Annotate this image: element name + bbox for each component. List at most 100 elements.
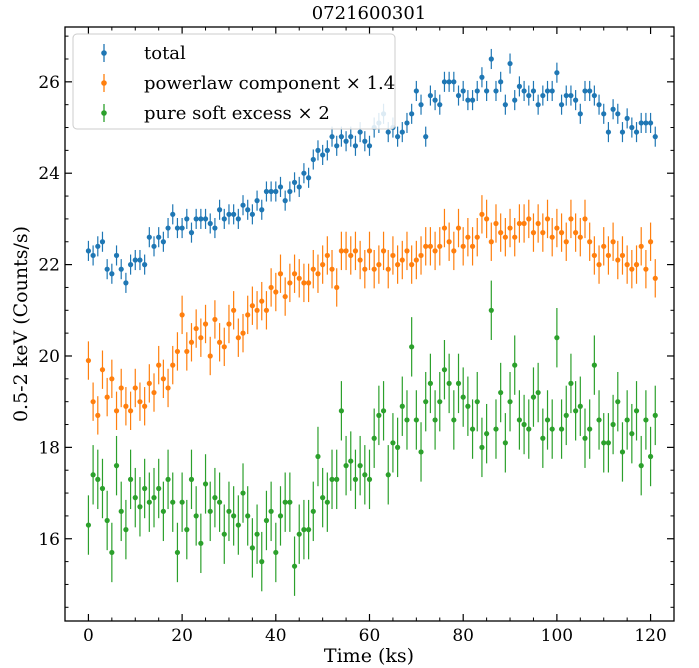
point-1-12 <box>142 403 148 409</box>
point-2-83 <box>474 399 480 405</box>
point-2-2 <box>95 476 101 482</box>
point-2-42 <box>282 499 288 505</box>
point-2-63 <box>380 408 387 414</box>
point-0-69 <box>409 111 415 117</box>
point-0-116 <box>629 124 635 131</box>
legend-label-0: total <box>144 43 186 64</box>
point-1-53 <box>334 284 340 291</box>
point-0-10 <box>132 257 138 263</box>
point-0-3 <box>99 239 106 245</box>
point-1-9 <box>127 408 134 414</box>
point-0-110 <box>601 111 607 117</box>
point-0-117 <box>633 129 640 135</box>
point-1-55 <box>343 248 349 254</box>
point-0-55 <box>343 138 349 144</box>
point-1-23 <box>193 325 199 332</box>
point-2-99 <box>549 426 555 432</box>
point-2-82 <box>469 426 476 432</box>
point-1-15 <box>156 362 162 368</box>
point-0-98 <box>544 88 551 94</box>
point-0-84 <box>479 74 485 80</box>
point-1-39 <box>268 284 274 291</box>
point-2-65 <box>390 440 396 446</box>
point-2-120 <box>647 453 654 460</box>
point-1-7 <box>118 385 124 391</box>
point-1-29 <box>221 344 227 350</box>
point-2-77 <box>446 380 452 386</box>
point-2-9 <box>127 476 134 482</box>
point-2-31 <box>231 513 237 519</box>
point-1-67 <box>399 257 405 263</box>
point-1-80 <box>460 243 466 249</box>
point-0-6 <box>113 252 120 259</box>
point-1-103 <box>568 216 574 222</box>
point-0-72 <box>423 134 429 140</box>
legend-label-1: powerlaw component × 1.4 <box>144 73 395 94</box>
point-0-52 <box>329 134 335 140</box>
plot-area <box>85 48 658 596</box>
point-1-61 <box>371 266 377 272</box>
point-2-116 <box>629 431 635 437</box>
point-2-62 <box>376 412 382 418</box>
point-2-73 <box>427 380 433 386</box>
point-0-1 <box>90 252 96 259</box>
point-1-47 <box>306 280 312 286</box>
point-1-48 <box>310 266 316 272</box>
point-1-117 <box>633 262 640 268</box>
point-1-20 <box>179 312 185 318</box>
point-2-69 <box>409 344 415 350</box>
point-1-26 <box>207 353 213 359</box>
point-0-50 <box>320 152 326 158</box>
point-1-65 <box>390 252 396 259</box>
point-0-85 <box>484 88 490 94</box>
point-0-39 <box>268 188 274 195</box>
point-0-95 <box>530 88 537 94</box>
point-2-21 <box>184 527 190 533</box>
point-2-113 <box>615 399 621 405</box>
point-0-80 <box>460 88 466 94</box>
point-1-116 <box>629 266 635 272</box>
point-2-67 <box>399 403 405 409</box>
point-2-25 <box>202 481 209 487</box>
point-2-95 <box>530 394 537 400</box>
point-0-15 <box>156 234 162 240</box>
point-1-101 <box>558 230 565 236</box>
point-2-72 <box>423 399 429 405</box>
point-1-90 <box>507 225 513 231</box>
point-2-22 <box>188 476 195 482</box>
point-2-10 <box>132 495 138 501</box>
point-0-121 <box>652 134 658 140</box>
point-2-6 <box>113 463 120 469</box>
point-1-18 <box>170 362 176 368</box>
point-2-5 <box>109 549 115 556</box>
point-2-68 <box>404 417 410 423</box>
point-0-40 <box>273 188 279 195</box>
point-0-114 <box>619 129 626 135</box>
point-0-76 <box>441 79 448 85</box>
point-2-107 <box>587 426 593 432</box>
point-1-68 <box>404 248 410 254</box>
point-1-76 <box>441 225 448 231</box>
point-0-19 <box>174 225 181 231</box>
point-2-39 <box>268 508 274 514</box>
point-1-21 <box>184 348 190 355</box>
point-1-111 <box>605 252 612 259</box>
point-2-27 <box>212 495 218 501</box>
point-2-61 <box>371 435 377 441</box>
point-2-121 <box>652 412 658 418</box>
point-1-59 <box>362 266 368 272</box>
series-2 <box>85 280 658 596</box>
point-1-19 <box>174 348 181 355</box>
point-2-102 <box>563 412 569 418</box>
point-2-8 <box>123 527 129 533</box>
point-2-94 <box>526 426 532 432</box>
point-1-109 <box>596 262 602 268</box>
point-1-83 <box>474 234 480 240</box>
point-0-18 <box>170 211 176 217</box>
point-0-0 <box>85 248 92 254</box>
point-0-14 <box>151 243 157 249</box>
point-1-105 <box>577 234 583 240</box>
point-1-1 <box>90 399 96 405</box>
point-0-83 <box>474 88 480 94</box>
point-0-33 <box>240 202 246 208</box>
